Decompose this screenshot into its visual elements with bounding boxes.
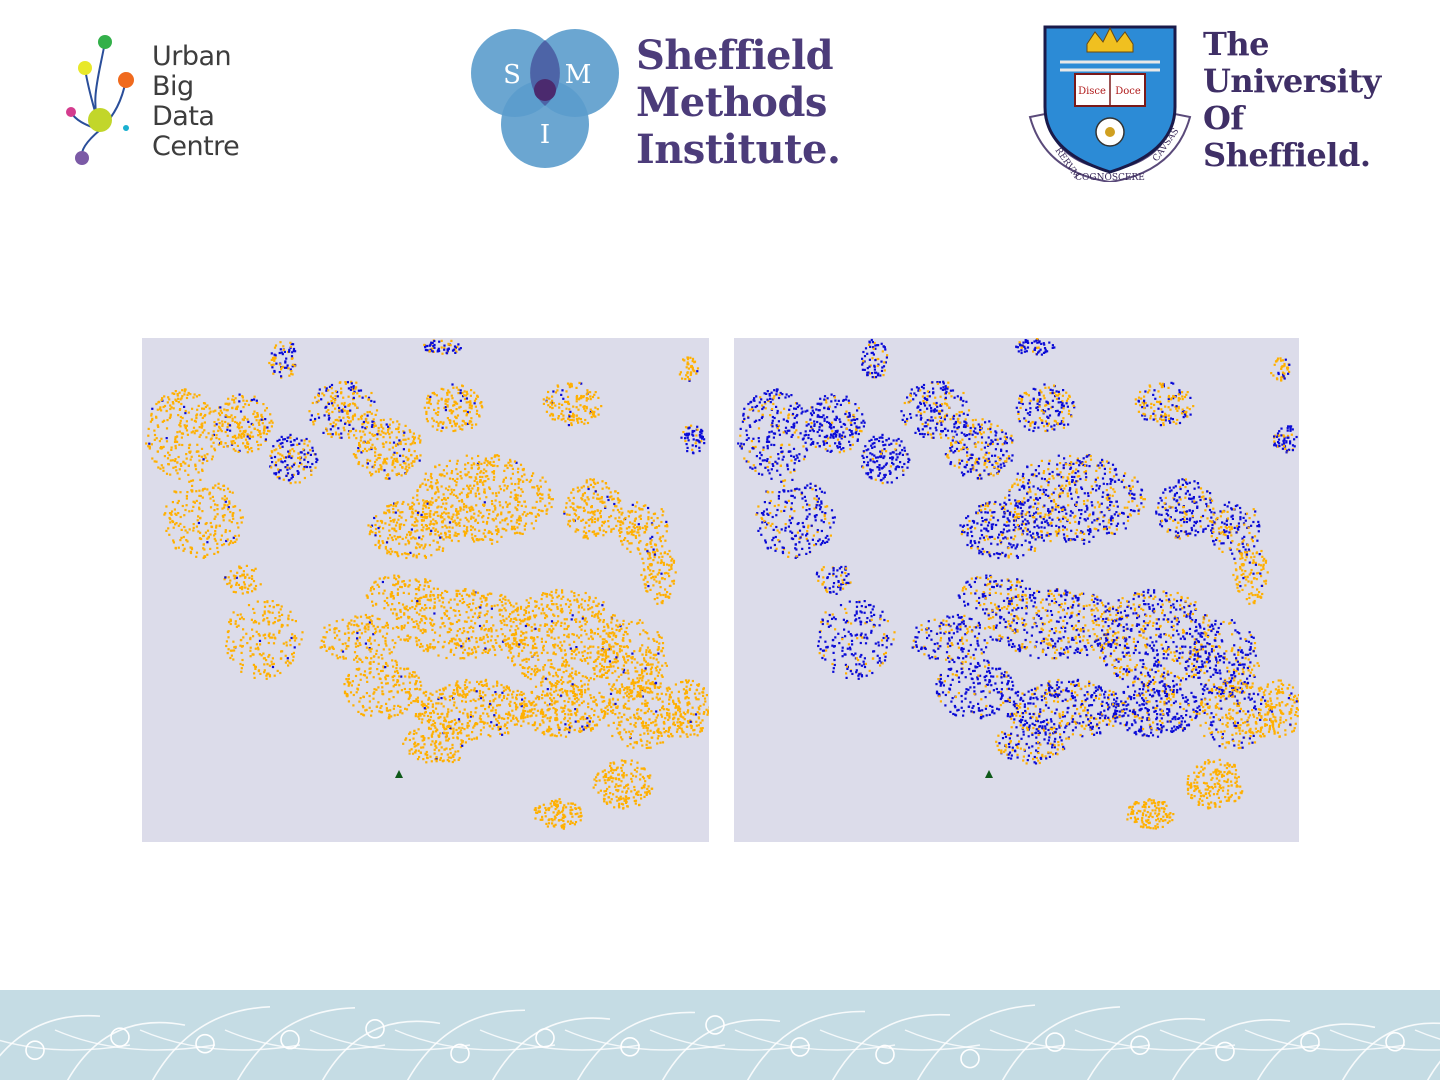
smi-letter-i: I	[540, 120, 550, 150]
uos-line-2: University	[1203, 62, 1381, 100]
ubdc-logo: Urban Big Data Centre	[60, 30, 260, 175]
smi-venn-icon: S M I	[471, 29, 619, 168]
ubdc-logo-text: Urban Big Data Centre	[152, 41, 240, 162]
ubdc-line-1: Urban	[152, 41, 232, 72]
ubdc-line-4: Centre	[152, 131, 240, 162]
smi-letter-m: M	[565, 60, 592, 90]
uos-crest-icon: Disce Doce RERVM COGNOSCERE CAVSAS	[1028, 25, 1192, 182]
uos-book-disce: Disce	[1078, 86, 1106, 97]
smi-line-2: Methods	[636, 79, 827, 126]
footer-band	[0, 990, 1440, 1080]
smi-line-3: Institute.	[636, 126, 841, 173]
network-pattern-decoration	[0, 1004, 1440, 1080]
map-right	[734, 338, 1299, 842]
uos-line-4: Sheffield.	[1203, 136, 1371, 174]
uos-logo: Disce Doce RERVM COGNOSCERE CAVSAS The U…	[1025, 22, 1405, 182]
map-left	[142, 338, 709, 842]
location-marker-icon	[985, 770, 993, 778]
smi-line-1: Sheffield	[636, 32, 834, 79]
uos-book-doce: Doce	[1115, 86, 1141, 97]
uos-line-3: Of	[1203, 99, 1244, 137]
smi-logo: S M I Sheffield Methods Institute.	[470, 28, 850, 173]
location-marker-icon	[395, 770, 403, 778]
map-right-canvas	[737, 338, 1299, 830]
map-left-canvas	[145, 339, 709, 830]
ubdc-tree-icon	[66, 35, 134, 165]
smi-logo-text: Sheffield Methods Institute.	[636, 32, 841, 173]
ubdc-line-2: Big	[152, 71, 194, 102]
ubdc-line-3: Data	[152, 101, 215, 132]
uos-motto-2: COGNOSCERE	[1075, 173, 1145, 182]
smi-letter-s: S	[503, 60, 521, 90]
uos-logo-text: The University Of Sheffield.	[1203, 26, 1381, 174]
uos-line-1: The	[1203, 25, 1269, 63]
